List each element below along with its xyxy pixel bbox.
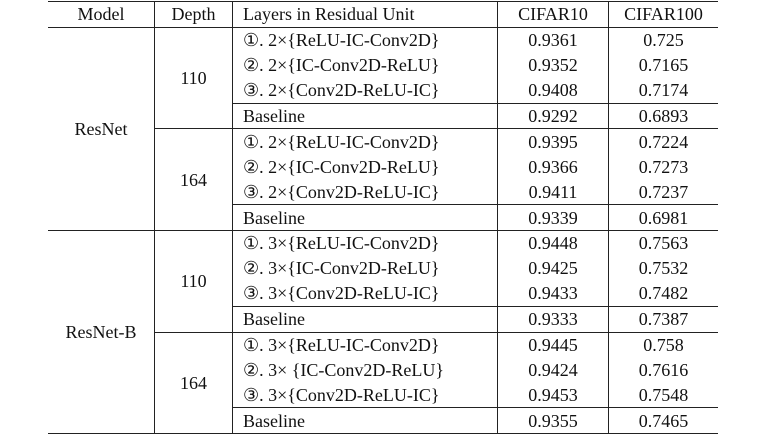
value-cell: 0.7563 bbox=[638, 233, 689, 254]
value-cell: 0.7237 bbox=[638, 181, 689, 202]
header-cell: CIFAR10 bbox=[497, 1, 609, 28]
value-cell: 0.758 bbox=[643, 335, 684, 356]
table-row: 164 ①. 3×{ReLU-IC-Conv2D} 0.9445 0.758 bbox=[48, 332, 718, 435]
value-cell: 0.9453 bbox=[497, 382, 609, 408]
table-row: ResNet 110 ①. 2×{ReLU-IC-Conv2D} 0.9361 0.72… bbox=[48, 27, 718, 232]
value-cell: 0.6981 bbox=[608, 204, 718, 232]
value-cell: 0.7174 bbox=[638, 80, 689, 101]
value-cell: 0.725 bbox=[643, 30, 684, 51]
table-row: Baseline 0.9292 0.6893 bbox=[48, 102, 718, 130]
layers-cell: ②. 2×{IC-Conv2D-ReLU} bbox=[232, 154, 498, 180]
layers-cell: ②. 3×{IC-Conv2D-ReLU} bbox=[232, 255, 498, 281]
header-cell: Model bbox=[48, 1, 155, 28]
value-cell: 0.9408 bbox=[497, 77, 609, 104]
table-row: 164 ①. 2×{ReLU-IC-Conv2D} 0.9395 0.7224 bbox=[48, 128, 718, 232]
results-table: Model Depth Layers in Residual Unit CIFAR10… bbox=[48, 1, 718, 435]
layers-cell: Baseline bbox=[232, 102, 498, 130]
value-cell: 0.9355 bbox=[497, 407, 609, 435]
value-cell: 0.9425 bbox=[497, 255, 609, 281]
value-cell: 0.9352 bbox=[497, 52, 609, 78]
table-row: Baseline 0.9339 0.6981 bbox=[48, 204, 718, 232]
value-cell: 0.7482 bbox=[638, 283, 689, 304]
value-cell: 0.7548 bbox=[638, 384, 689, 405]
value-cell: 0.9411 bbox=[497, 179, 609, 205]
value-cell: 0.9424 bbox=[497, 357, 609, 383]
value-cell: 0.9361 bbox=[497, 27, 609, 53]
depth-cell: 164 bbox=[154, 332, 233, 435]
table-row: ③. 3×{Conv2D-ReLU-IC} 0.9433 0.7482 bbox=[48, 280, 718, 307]
table-row: ResNet-B 110 ①. 3×{ReLU-IC-Conv2D} 0.9448 0.… bbox=[48, 230, 718, 435]
value-cell: 0.6893 bbox=[608, 102, 718, 130]
header-cell: CIFAR100 bbox=[608, 1, 718, 28]
layers-cell: Baseline bbox=[232, 305, 498, 333]
value-cell: 0.7465 bbox=[608, 407, 718, 435]
header-row: Model Depth Layers in Residual Unit CIFAR10… bbox=[48, 1, 718, 28]
value-cell: 0.7165 bbox=[638, 55, 689, 76]
model-cell: ResNet-B bbox=[48, 230, 155, 435]
layers-cell: ①. 3×{ReLU-IC-Conv2D} bbox=[232, 332, 498, 358]
value-cell: 0.9433 bbox=[497, 280, 609, 307]
layers-cell: ②. 2×{IC-Conv2D-ReLU} bbox=[232, 52, 498, 78]
value-cell: 0.9333 bbox=[497, 305, 609, 333]
depth-cell: 110 bbox=[154, 230, 233, 333]
value-cell: 0.9395 bbox=[497, 128, 609, 155]
table-row: ③. 2×{Conv2D-ReLU-IC} 0.9408 0.7174 bbox=[48, 77, 718, 104]
value-cell: 0.9445 bbox=[497, 332, 609, 358]
table-row: Baseline 0.9333 0.7387 bbox=[48, 305, 718, 333]
table-row: ②. 2×{IC-Conv2D-ReLU} 0.9352 0.7165 bbox=[48, 52, 718, 78]
header-cell: Layers in Residual Unit bbox=[232, 1, 498, 28]
value-cell: 0.9448 bbox=[497, 230, 609, 256]
layers-cell: ③. 2×{Conv2D-ReLU-IC} bbox=[232, 77, 498, 104]
value-cell: 0.7387 bbox=[608, 305, 718, 333]
layers-cell: ③. 2×{Conv2D-ReLU-IC} bbox=[232, 179, 498, 205]
value-cell: 0.9292 bbox=[497, 102, 609, 130]
table-row: ②. 2×{IC-Conv2D-ReLU} 0.9366 0.7273 bbox=[48, 154, 718, 180]
layers-cell: ①. 3×{ReLU-IC-Conv2D} bbox=[232, 230, 498, 256]
header-cell: Depth bbox=[154, 1, 233, 28]
depth-cell: 110 bbox=[154, 27, 233, 130]
layers-cell: ②. 3× {IC-Conv2D-ReLU} bbox=[232, 357, 498, 383]
table-row: ③. 2×{Conv2D-ReLU-IC} 0.9411 0.7237 bbox=[48, 179, 718, 205]
table-row: Baseline 0.9355 0.7465 bbox=[48, 407, 718, 435]
table-row: ②. 3× {IC-Conv2D-ReLU} 0.9424 0.7616 bbox=[48, 357, 718, 383]
value-cell: 0.9366 bbox=[497, 154, 609, 180]
value-cell: 0.7224 bbox=[638, 131, 689, 152]
layers-cell: ①. 2×{ReLU-IC-Conv2D} bbox=[232, 27, 498, 53]
value-cell: 0.9339 bbox=[497, 204, 609, 232]
value-cell: 0.7273 bbox=[638, 156, 689, 177]
table-row: ②. 3×{IC-Conv2D-ReLU} 0.9425 0.7532 bbox=[48, 255, 718, 281]
model-cell: ResNet bbox=[48, 27, 155, 232]
layers-cell: Baseline bbox=[232, 407, 498, 435]
value-cell: 0.7616 bbox=[638, 359, 689, 380]
depth-cell: 164 bbox=[154, 128, 233, 232]
layers-cell: ③. 3×{Conv2D-ReLU-IC} bbox=[232, 280, 498, 307]
table-header: Model Depth Layers in Residual Unit CIFAR10… bbox=[48, 1, 718, 28]
table-body: ResNet 110 ①. 2×{ReLU-IC-Conv2D} 0.9361 0.72… bbox=[48, 27, 718, 435]
table-row: ③. 3×{Conv2D-ReLU-IC} 0.9453 0.7548 bbox=[48, 382, 718, 408]
value-cell: 0.7532 bbox=[638, 258, 689, 279]
layers-cell: ①. 2×{ReLU-IC-Conv2D} bbox=[232, 128, 498, 155]
layers-cell: Baseline bbox=[232, 204, 498, 232]
layers-cell: ③. 3×{Conv2D-ReLU-IC} bbox=[232, 382, 498, 408]
